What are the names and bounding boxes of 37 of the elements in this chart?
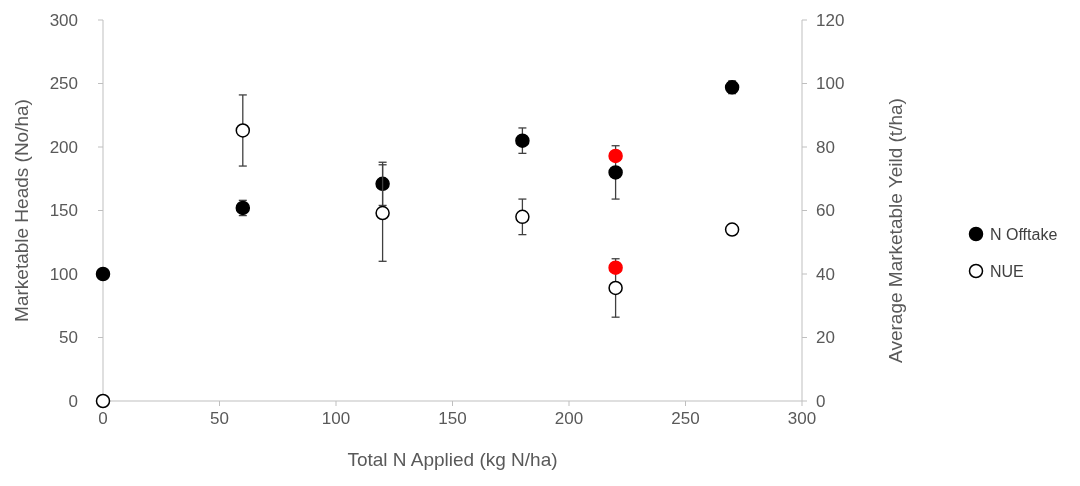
x-tick-label: 100 xyxy=(321,409,351,428)
legend-label: NUE xyxy=(990,262,1024,280)
y-tick-label: 150 xyxy=(49,201,78,221)
point xyxy=(235,123,251,138)
x-axis-title: Total N Applied (kg N/ha) xyxy=(347,449,558,470)
point xyxy=(608,165,623,180)
x-tick-label: 250 xyxy=(671,409,700,428)
y2-tick-label: 80 xyxy=(816,137,835,157)
y2-tick-label: 0 xyxy=(816,391,826,411)
y-tick-label: 250 xyxy=(49,74,78,94)
point xyxy=(608,280,623,296)
y-tick-label: 50 xyxy=(59,328,78,348)
y-axis-title: Marketable Heads (No/ha) xyxy=(11,99,32,322)
x-tick-label: 200 xyxy=(554,409,584,428)
y2-tick-label: 100 xyxy=(816,74,845,94)
y2-tick-label: 20 xyxy=(816,328,835,348)
x-tick-label: 300 xyxy=(787,409,817,428)
y-tick-label: 0 xyxy=(68,391,78,411)
point xyxy=(515,209,530,225)
y2-tick-label: 40 xyxy=(816,264,835,284)
x-tick-label: 0 xyxy=(98,409,108,428)
x-tick-label: 150 xyxy=(438,409,467,428)
y2-tick-label: 60 xyxy=(816,201,835,221)
y-tick-label: 300 xyxy=(49,10,78,30)
y2-tick-label: 120 xyxy=(816,10,845,30)
legend-label: N Offtake xyxy=(990,225,1058,243)
point xyxy=(515,133,530,148)
point xyxy=(608,260,623,275)
point xyxy=(95,266,111,282)
point xyxy=(608,148,623,164)
point xyxy=(95,393,111,409)
y2-axis-title: Average Marketable Yeild (t/ha) xyxy=(885,98,906,363)
y-tick-label: 200 xyxy=(49,137,78,157)
x-tick-label: 50 xyxy=(210,409,229,428)
point xyxy=(375,176,390,192)
point xyxy=(375,205,390,221)
y-tick-label: 100 xyxy=(49,264,78,284)
